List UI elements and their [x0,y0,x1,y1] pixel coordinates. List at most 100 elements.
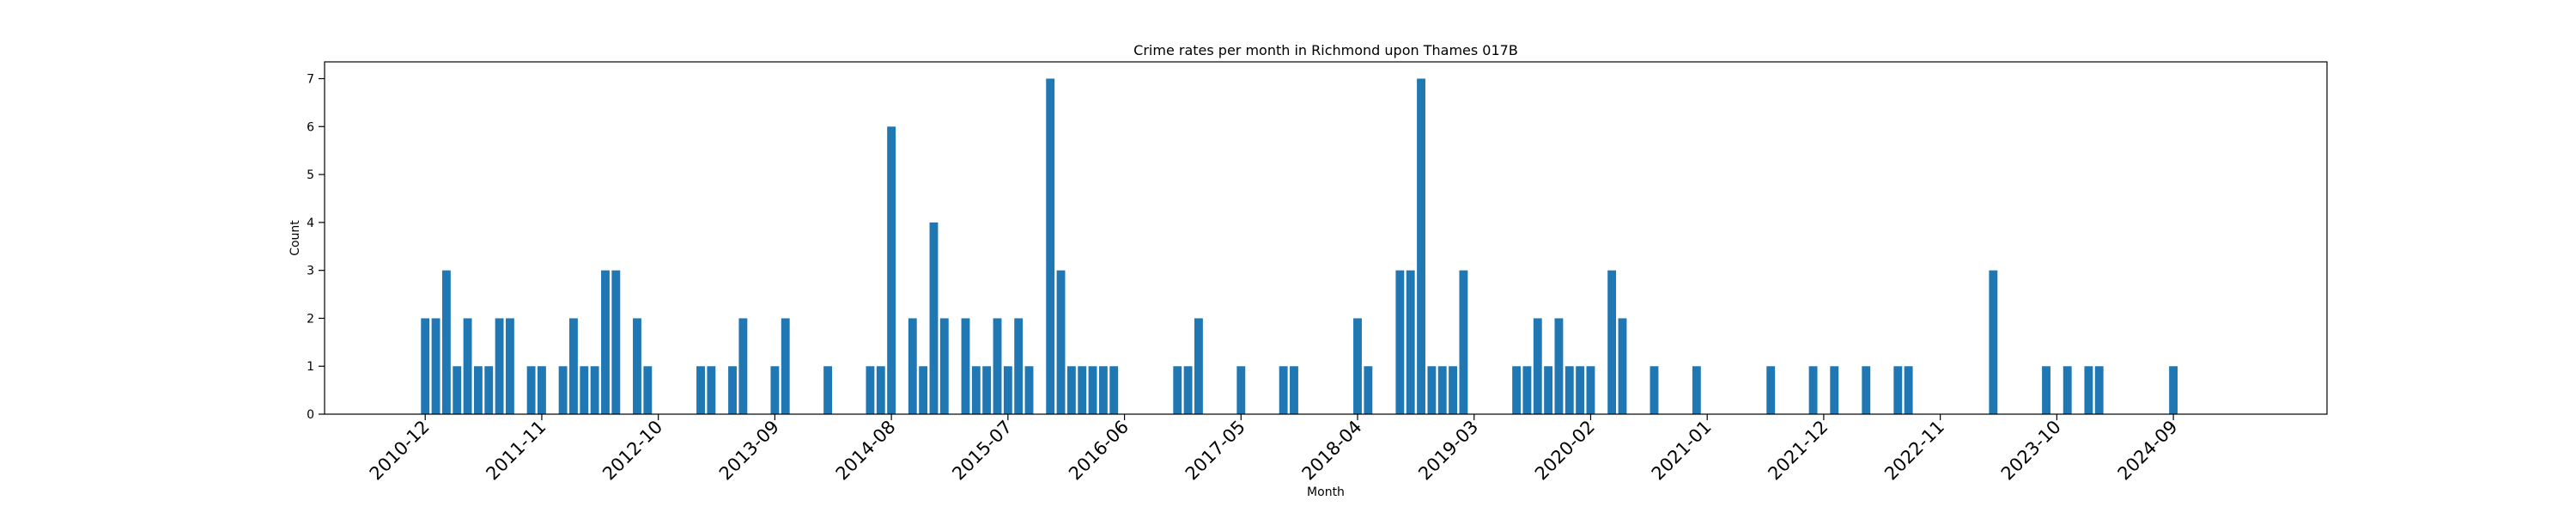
bar [569,318,578,414]
bar [866,366,875,414]
bar [1437,366,1447,414]
bars-layer [421,78,2178,415]
bar [781,318,790,414]
bar [463,318,472,414]
bar [1862,366,1871,414]
bar [441,270,451,414]
bar [738,318,748,414]
bar [2094,366,2104,414]
bar [1989,270,1998,414]
bar [431,318,440,414]
x-axis-label: Month [1307,485,1345,499]
bar [1533,318,1542,414]
bar [590,366,599,414]
bar [1808,366,1818,414]
bar [558,366,568,414]
bar [580,366,589,414]
bar [1066,366,1076,414]
bar [2063,366,2072,414]
bar [1554,318,1564,414]
y-tick-label: 1 [307,360,314,374]
bar [1406,270,1415,414]
bar [611,270,621,414]
bar [707,366,716,414]
bar [2084,366,2093,414]
bar [887,126,896,414]
bar [1649,366,1659,414]
bar [1236,366,1246,414]
y-tick-label: 0 [307,408,314,422]
bar [505,318,514,414]
bar [1014,318,1024,414]
bar [1449,366,1457,414]
bar [929,222,939,414]
bar [1056,270,1066,414]
y-tick-label: 7 [307,73,314,87]
bar [1564,366,1574,414]
bar [1544,366,1553,414]
bar [1088,366,1097,414]
bar [1522,366,1532,414]
bar [1766,366,1776,414]
bar [770,366,780,414]
bar [1078,366,1087,414]
y-tick-label: 4 [307,217,314,230]
bar [728,366,737,414]
bar [1576,366,1585,414]
bar [1194,318,1203,414]
bar [1353,318,1362,414]
bar [1830,366,1839,414]
bar [473,366,483,414]
bar [495,318,504,414]
y-tick-label: 2 [307,312,314,326]
bar [538,366,546,414]
bar [453,366,462,414]
bar [1618,318,1627,414]
bar [643,366,653,414]
bar [2042,366,2050,414]
bar [939,318,949,414]
chart-title: Crime rates per month in Richmond upon T… [1133,42,1518,58]
bar [421,318,430,414]
bar [1586,366,1595,414]
bar [1003,366,1012,414]
bar [484,366,494,414]
bar [1109,366,1119,414]
bar [1046,78,1055,415]
y-axis: 0 1 2 3 4 5 6 7 [307,73,325,422]
y-tick-label: 3 [307,265,314,278]
y-tick-label: 6 [307,120,314,134]
bar [1459,270,1468,414]
bar [971,366,981,414]
bar [1395,270,1405,414]
bar [696,366,705,414]
y-axis-label: Count [289,220,302,256]
bar [1290,366,1298,414]
bar [1512,366,1522,414]
plot-frame [324,61,2328,415]
y-tick-label: 5 [307,168,314,182]
bar [993,318,1002,414]
bar [1607,270,1617,414]
bar [823,366,833,414]
bar [1364,366,1373,414]
bar [961,318,970,414]
bar [633,318,641,414]
bar [1024,366,1034,414]
bar [1893,366,1903,414]
bar [876,366,885,414]
bar [526,366,536,414]
bar [1098,366,1108,414]
plot-area [325,62,2327,414]
bar [1183,366,1193,414]
bar [1427,366,1437,414]
bar [982,366,992,414]
bar [2169,366,2178,414]
bar [601,270,610,414]
bar [1692,366,1701,414]
bar [1417,78,1425,415]
bar [1904,366,1913,414]
bar [1173,366,1182,414]
